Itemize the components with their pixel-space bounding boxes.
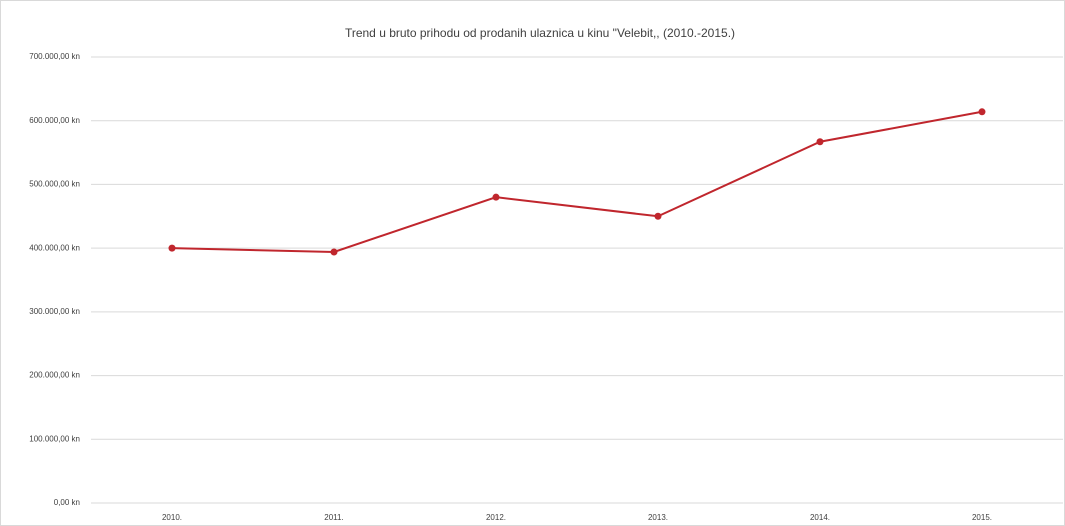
x-tick-label: 2013.: [648, 513, 668, 522]
data-point: [654, 212, 662, 220]
x-tick-label: 2014.: [810, 513, 830, 522]
y-tick-label: 600.000,00 kn: [29, 116, 80, 125]
y-tick-label: 300.000,00 kn: [29, 307, 80, 316]
y-tick-label: 200.000,00 kn: [29, 371, 80, 380]
x-tick-label: 2011.: [324, 513, 343, 522]
data-point: [816, 138, 824, 146]
data-point: [330, 248, 338, 256]
x-tick-label: 2015.: [972, 513, 992, 522]
data-point: [168, 244, 176, 252]
y-tick-label: 0,00 kn: [54, 498, 80, 507]
chart-title: Trend u bruto prihodu od prodanih ulazni…: [345, 26, 735, 40]
y-tick-label: 700.000,00 kn: [29, 52, 80, 61]
x-tick-label: 2010.: [162, 513, 182, 522]
y-tick-label: 400.000,00 kn: [29, 243, 80, 252]
data-point: [978, 108, 986, 116]
y-tick-label: 500.000,00 kn: [29, 180, 80, 189]
data-point: [492, 193, 500, 201]
x-tick-label: 2012.: [486, 513, 506, 522]
series-line: [171, 110, 983, 253]
y-tick-label: 100.000,00 kn: [29, 434, 80, 443]
